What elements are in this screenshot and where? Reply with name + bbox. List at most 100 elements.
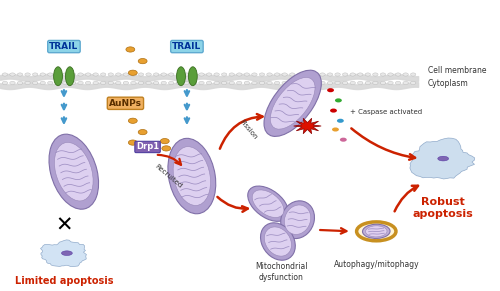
- Circle shape: [18, 73, 22, 76]
- Ellipse shape: [168, 138, 216, 214]
- Circle shape: [252, 81, 257, 85]
- Circle shape: [380, 73, 386, 76]
- Text: + Caspase activated: + Caspase activated: [350, 109, 422, 115]
- Circle shape: [199, 81, 204, 85]
- Circle shape: [55, 81, 60, 85]
- Circle shape: [168, 81, 174, 85]
- Circle shape: [335, 98, 342, 102]
- Circle shape: [70, 81, 76, 85]
- Circle shape: [410, 81, 416, 85]
- Text: AuNPs: AuNPs: [109, 99, 142, 108]
- Circle shape: [342, 73, 348, 76]
- Circle shape: [32, 73, 38, 76]
- Circle shape: [128, 70, 137, 75]
- Circle shape: [274, 73, 280, 76]
- Circle shape: [62, 73, 68, 76]
- Circle shape: [123, 73, 128, 76]
- Circle shape: [358, 73, 363, 76]
- Circle shape: [260, 81, 264, 85]
- Text: Cytoplasm: Cytoplasm: [428, 79, 469, 88]
- Circle shape: [48, 81, 53, 85]
- Circle shape: [327, 88, 334, 92]
- Circle shape: [70, 73, 76, 76]
- Ellipse shape: [49, 134, 98, 209]
- Ellipse shape: [264, 70, 322, 136]
- Circle shape: [10, 81, 15, 85]
- Circle shape: [244, 73, 250, 76]
- Circle shape: [236, 73, 242, 76]
- Ellipse shape: [280, 201, 314, 239]
- Circle shape: [176, 73, 182, 76]
- Circle shape: [176, 81, 182, 85]
- Circle shape: [86, 73, 91, 76]
- Text: Recruited: Recruited: [154, 163, 184, 189]
- Circle shape: [206, 73, 212, 76]
- Text: Fission: Fission: [239, 119, 258, 141]
- Circle shape: [86, 81, 91, 85]
- Circle shape: [222, 81, 227, 85]
- Ellipse shape: [270, 77, 315, 129]
- Circle shape: [282, 81, 288, 85]
- Circle shape: [244, 81, 250, 85]
- Text: Limited apoptosis: Limited apoptosis: [14, 276, 113, 286]
- Circle shape: [214, 73, 220, 76]
- Circle shape: [168, 73, 174, 76]
- Circle shape: [328, 73, 332, 76]
- Circle shape: [222, 73, 227, 76]
- Circle shape: [332, 127, 339, 132]
- Circle shape: [358, 81, 363, 85]
- Circle shape: [25, 73, 30, 76]
- Circle shape: [123, 81, 128, 85]
- Circle shape: [229, 73, 234, 76]
- Circle shape: [330, 109, 337, 113]
- Circle shape: [372, 81, 378, 85]
- Circle shape: [252, 73, 257, 76]
- Circle shape: [297, 73, 302, 76]
- Polygon shape: [40, 240, 86, 267]
- Circle shape: [18, 81, 22, 85]
- Circle shape: [138, 73, 143, 76]
- Circle shape: [290, 81, 295, 85]
- Circle shape: [78, 81, 83, 85]
- Circle shape: [199, 73, 204, 76]
- Circle shape: [32, 81, 38, 85]
- Circle shape: [108, 73, 114, 76]
- Circle shape: [214, 81, 220, 85]
- Circle shape: [388, 81, 393, 85]
- Circle shape: [184, 81, 189, 85]
- Circle shape: [138, 81, 143, 85]
- Ellipse shape: [176, 67, 186, 86]
- Circle shape: [388, 73, 393, 76]
- Circle shape: [396, 81, 401, 85]
- Circle shape: [108, 81, 114, 85]
- Circle shape: [154, 73, 159, 76]
- Circle shape: [297, 81, 302, 85]
- Circle shape: [365, 73, 370, 76]
- Text: Drp1: Drp1: [136, 143, 159, 151]
- Circle shape: [191, 81, 196, 85]
- Circle shape: [184, 73, 189, 76]
- Circle shape: [335, 73, 340, 76]
- Text: Mitochondrial
dysfunction: Mitochondrial dysfunction: [255, 262, 308, 282]
- Circle shape: [62, 81, 68, 85]
- Circle shape: [290, 73, 295, 76]
- Circle shape: [2, 81, 8, 85]
- Circle shape: [403, 73, 408, 76]
- Ellipse shape: [260, 223, 296, 260]
- Ellipse shape: [66, 67, 74, 86]
- Circle shape: [320, 73, 325, 76]
- Ellipse shape: [188, 67, 197, 86]
- Ellipse shape: [54, 142, 93, 201]
- Ellipse shape: [62, 251, 72, 255]
- Ellipse shape: [284, 205, 311, 235]
- Circle shape: [162, 146, 170, 151]
- Circle shape: [403, 81, 408, 85]
- Circle shape: [128, 140, 137, 145]
- Circle shape: [146, 81, 152, 85]
- Circle shape: [342, 81, 348, 85]
- Text: Robust
apoptosis: Robust apoptosis: [412, 197, 473, 219]
- Circle shape: [100, 73, 106, 76]
- Circle shape: [320, 81, 325, 85]
- Circle shape: [304, 81, 310, 85]
- Circle shape: [128, 118, 137, 123]
